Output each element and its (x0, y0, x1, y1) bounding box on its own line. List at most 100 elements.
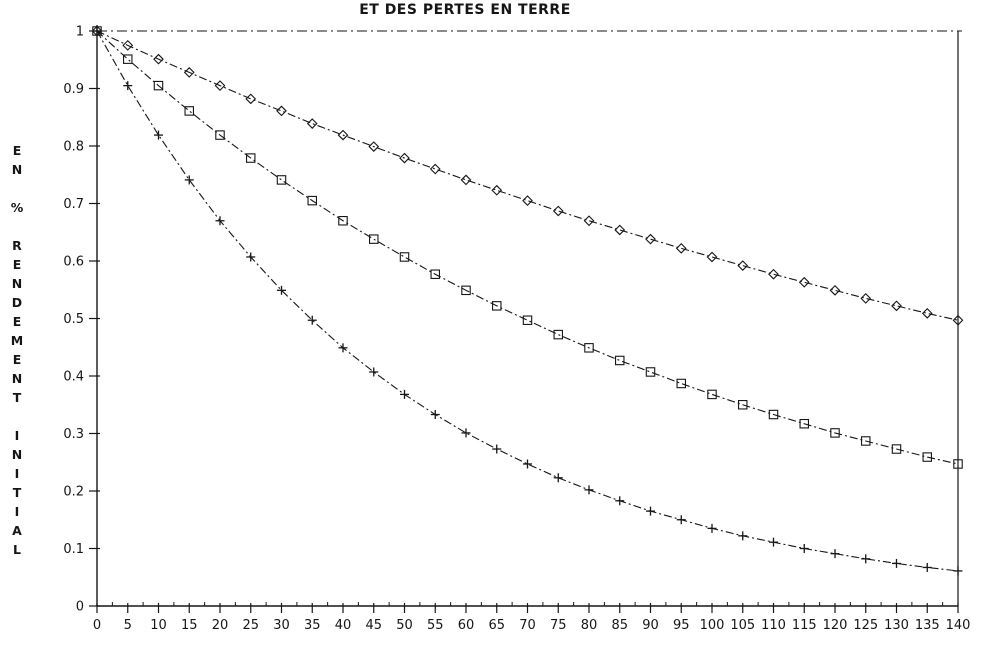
square-marker (461, 285, 471, 296)
square-marker (830, 428, 840, 438)
diamond-marker (460, 174, 472, 186)
y-tick-label: 1 (76, 25, 84, 40)
x-tick-label: 10 (150, 618, 167, 633)
diamond-marker (153, 53, 164, 65)
square-marker (799, 418, 809, 429)
x-tick-label: 85 (611, 618, 628, 633)
diamond-marker (583, 215, 595, 227)
square-marker (276, 175, 287, 185)
x-tick-label: 50 (396, 618, 413, 633)
diamond-marker (522, 195, 533, 207)
y-tick-label: 0.8 (63, 140, 84, 155)
square-marker (553, 329, 563, 340)
x-tick-label: 125 (853, 618, 878, 633)
y-tick-label: 0 (76, 600, 84, 615)
x-tick-label: 105 (730, 618, 755, 633)
square-marker (922, 452, 932, 462)
x-tick-label: 120 (823, 618, 848, 633)
x-tick-label: 25 (242, 618, 259, 633)
x-tick-label: 140 (946, 618, 971, 633)
diamond-marker (183, 67, 195, 78)
square-marker (860, 436, 871, 446)
y-tick-label: 0.7 (63, 197, 84, 212)
square-marker (953, 459, 963, 469)
square-marker (737, 399, 748, 410)
x-tick-label: 135 (915, 618, 940, 633)
diamond-marker (122, 39, 134, 51)
square-marker (184, 106, 195, 116)
diamond-marker (429, 163, 441, 175)
x-tick-label: 115 (792, 618, 817, 633)
y-tick-label: 0.3 (63, 427, 84, 442)
square-marker (584, 343, 594, 353)
diamond-marker (737, 260, 749, 271)
x-tick-label: 75 (550, 618, 567, 633)
diamond-marker (891, 300, 902, 312)
chart-title: ET DES PERTES EN TERRE (359, 2, 571, 18)
x-tick-label: 130 (884, 618, 909, 633)
diamond-marker (368, 141, 380, 152)
square-marker (307, 195, 317, 206)
diamond-marker (337, 129, 349, 141)
y-tick-label: 0.2 (63, 485, 84, 500)
square-marker (891, 444, 902, 454)
diamond-marker (306, 118, 318, 129)
square-marker (645, 367, 656, 377)
x-tick-label: 100 (700, 618, 725, 633)
x-tick-label: 35 (304, 618, 321, 633)
series-square (92, 26, 963, 469)
diamond-marker (491, 184, 503, 196)
x-tick-label: 30 (273, 618, 290, 633)
diamond-marker (829, 284, 841, 296)
series-line (96, 30, 959, 465)
x-tick-label: 95 (673, 618, 690, 633)
y-tick-label: 0.1 (63, 542, 84, 557)
x-tick-label: 40 (335, 618, 352, 633)
square-marker (430, 269, 440, 279)
diamond-marker (921, 307, 933, 319)
series-line (96, 30, 959, 321)
diamond-marker (245, 93, 257, 105)
series-line (96, 30, 959, 572)
x-tick-label: 80 (581, 618, 598, 633)
x-tick-label: 90 (642, 618, 659, 633)
diamond-marker (214, 80, 226, 92)
x-tick-label: 15 (181, 618, 198, 633)
square-marker (215, 130, 225, 140)
diamond-marker (860, 292, 872, 304)
diamond-marker (675, 242, 687, 254)
square-marker (522, 315, 533, 325)
x-tick-label: 70 (519, 618, 536, 633)
y-tick-label: 0.9 (63, 82, 84, 97)
diamond-marker (952, 314, 964, 326)
square-marker (399, 252, 410, 262)
square-marker (246, 153, 256, 163)
diamond-marker (399, 152, 410, 164)
square-marker (676, 378, 686, 389)
diamond-marker (706, 251, 718, 263)
square-marker (338, 216, 348, 226)
square-marker (614, 355, 625, 366)
x-tick-label: 5 (124, 618, 132, 633)
y-tick-label: 0.6 (63, 255, 84, 270)
square-marker (123, 54, 133, 64)
diamond-marker (768, 268, 779, 280)
square-marker (491, 301, 502, 311)
x-tick-label: 110 (761, 618, 786, 633)
diamond-marker (798, 276, 810, 288)
square-marker (768, 409, 779, 420)
series-diamond (91, 25, 964, 326)
square-marker (153, 80, 164, 91)
series-plus (92, 26, 963, 576)
x-tick-label: 55 (427, 618, 444, 633)
x-tick-label: 60 (458, 618, 475, 633)
diamond-marker (552, 205, 564, 217)
square-marker (368, 234, 379, 244)
x-tick-label: 65 (488, 618, 505, 633)
diamond-marker (645, 233, 656, 245)
y-tick-label: 0.4 (63, 370, 84, 385)
x-tick-label: 20 (212, 618, 229, 633)
